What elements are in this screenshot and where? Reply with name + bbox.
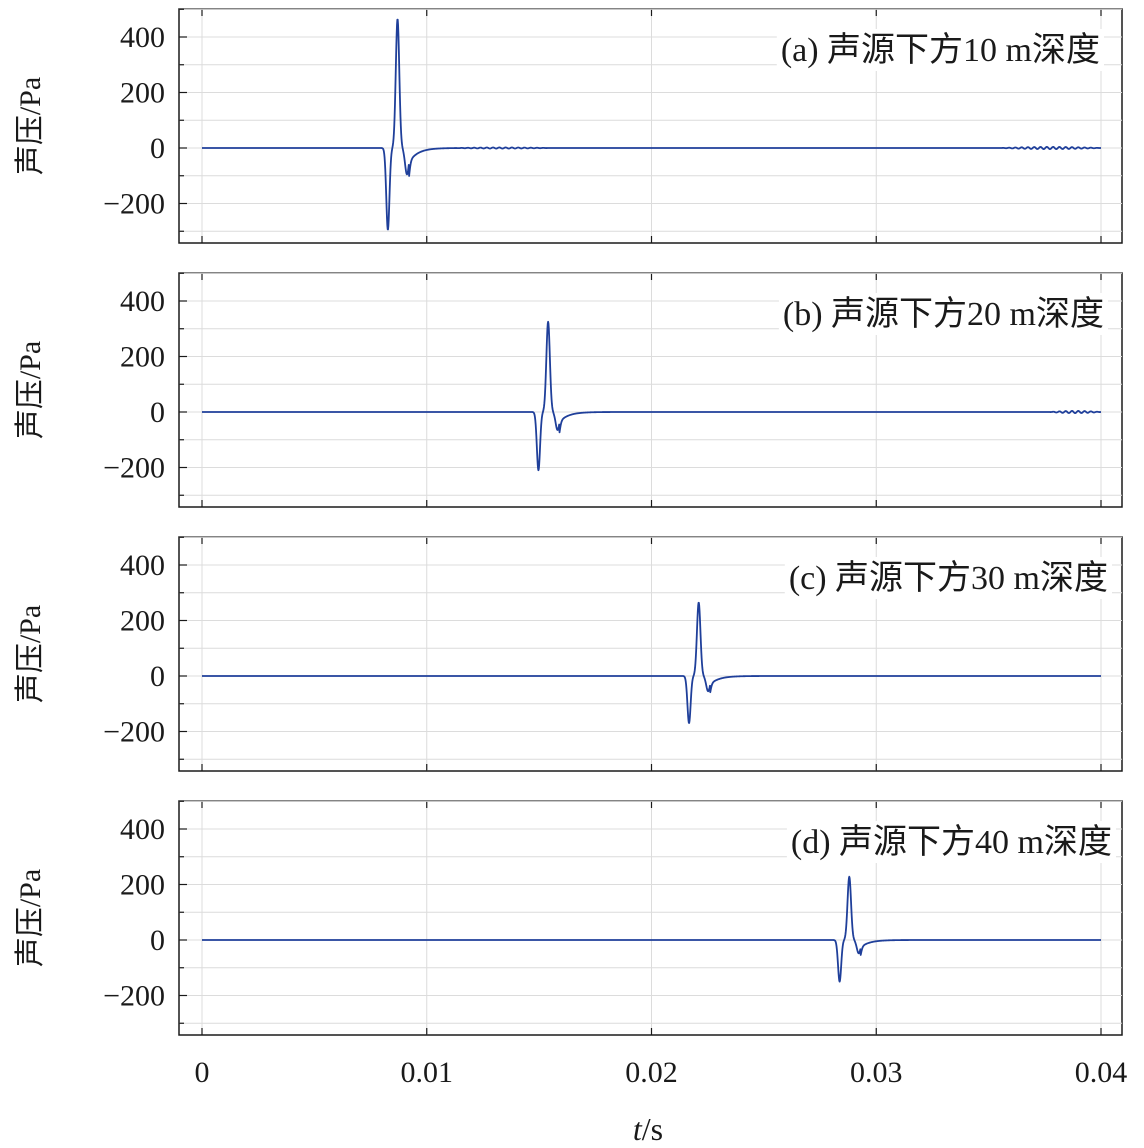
panel-annotation: (a) 声源下方10 m深度 [781,31,1100,69]
panel-d: −200 0 200 400 声压/Pa (d) 声源下方40 m深度 [14,800,1123,1036]
x-tick-label: 0.02 [625,1056,678,1089]
series-line [201,601,1102,724]
x-tick-label: 0 [195,1056,210,1089]
annotation-background [784,557,1112,599]
x-axis-label: t/s [633,1111,663,1147]
y-tick-label: −200 [103,188,165,221]
y-tick-label: 400 [120,549,165,582]
annotation-background [776,29,1104,71]
series-line [201,320,1102,472]
y-tick-label: 200 [120,341,165,374]
y-tick-label: 200 [120,77,165,110]
y-tick-label: 400 [120,21,165,54]
panel-c: −200 0 200 400 声压/Pa (c) 声源下方30 m深度 [14,536,1123,772]
y-axis-label: 声压/Pa [14,605,47,703]
y-axis-label: 声压/Pa [14,77,47,175]
x-tick-label: 0.04 [1075,1056,1128,1089]
y-tick-label: −200 [103,980,165,1013]
panel-annotation: (d) 声源下方40 m深度 [791,823,1112,861]
y-tick-label: 400 [120,813,165,846]
y-tick-label: −200 [103,452,165,485]
y-tick-label: 200 [120,605,165,638]
y-tick-label: 0 [150,396,165,429]
y-axis-label: 声压/Pa [14,341,47,439]
annotation-background [778,293,1108,335]
series-line [201,875,1102,983]
panel-annotation: (c) 声源下方30 m深度 [789,559,1108,597]
y-tick-label: 400 [120,285,165,318]
y-tick-label: 0 [150,924,165,957]
y-tick-label: 0 [150,132,165,165]
annotation-background [786,821,1116,863]
panel-annotation: (b) 声源下方20 m深度 [783,295,1104,333]
panel-b: −200 0 200 400 声压/Pa (b) 声源下方20 m深度 [14,272,1123,508]
x-tick-label: 0.01 [401,1056,454,1089]
y-tick-label: 200 [120,869,165,902]
y-tick-label: 0 [150,660,165,693]
y-tick-label: −200 [103,716,165,749]
x-tick-label: 0.03 [850,1056,903,1089]
y-axis-label: 声压/Pa [14,869,47,967]
panel-a: −200 0 200 400 声压/Pa (a) 声源下方10 m深度 [14,8,1123,244]
series-line [201,18,1102,231]
